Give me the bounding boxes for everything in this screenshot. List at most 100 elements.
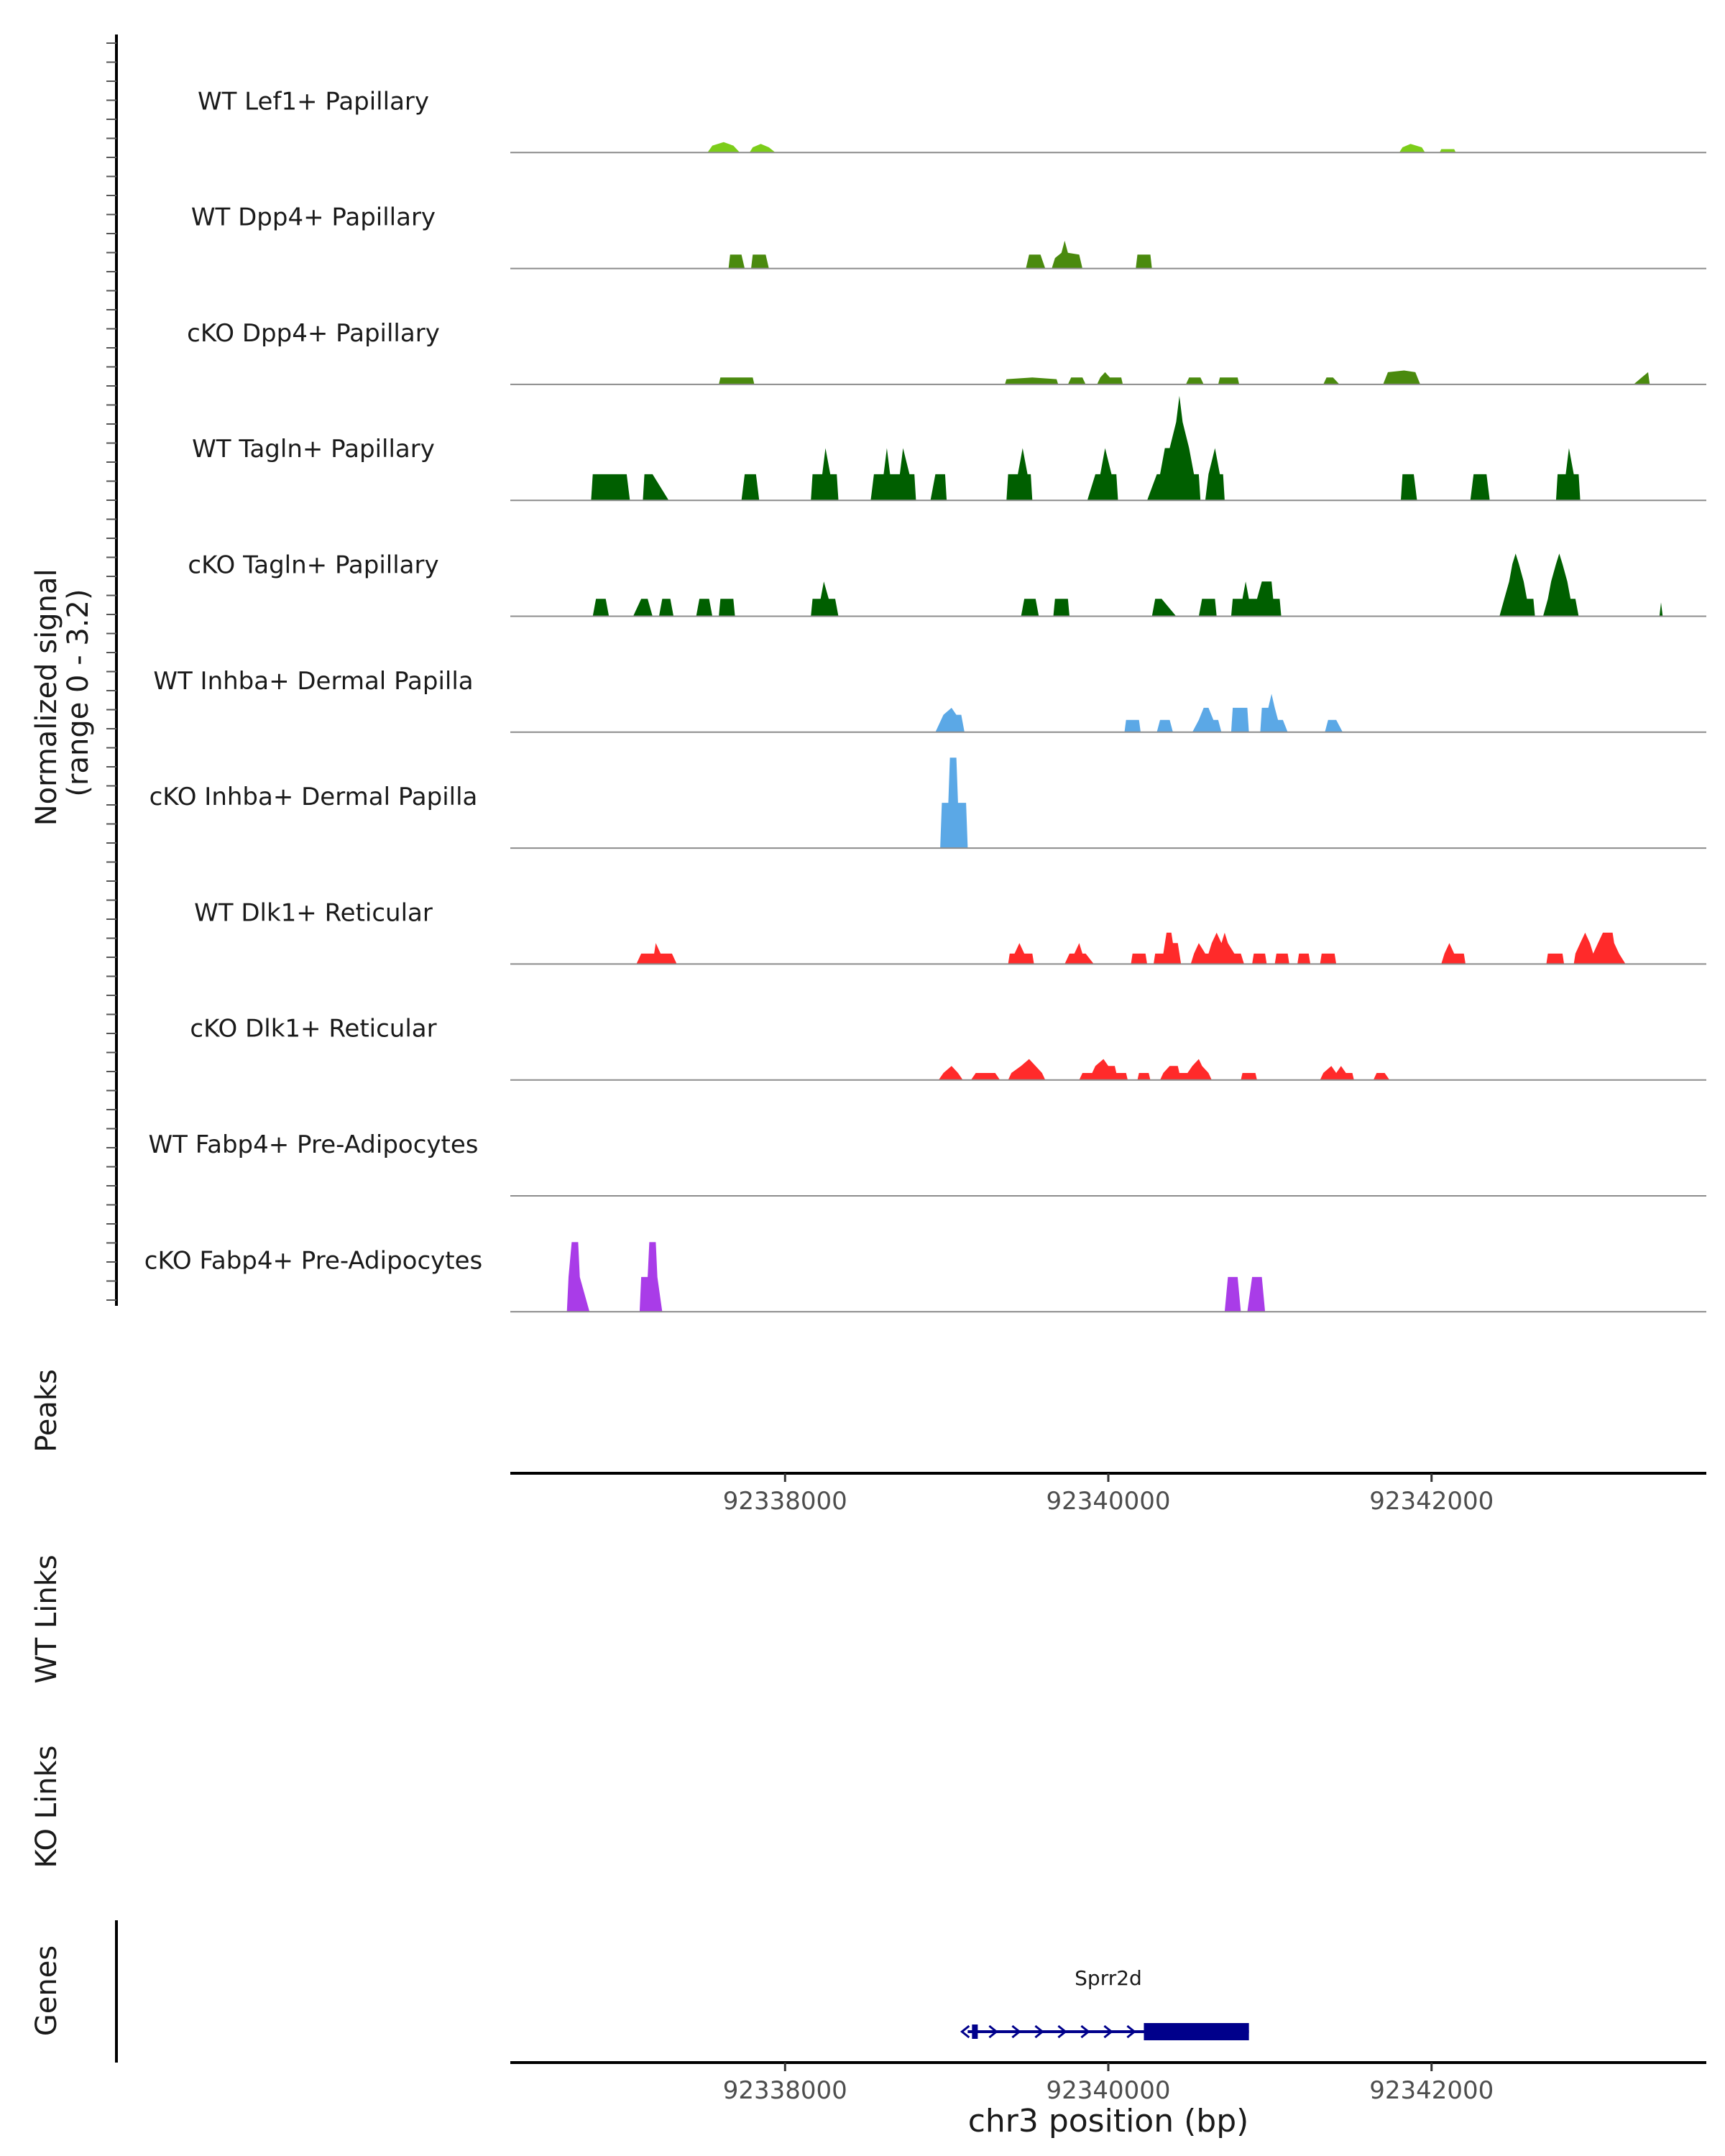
coverage-peak: [1067, 377, 1086, 384]
signal-y-ticks: [106, 42, 116, 1301]
strand-arrow: [988, 2024, 998, 2039]
gene-models: Sprr2d: [960, 1966, 1249, 2040]
genes-track-label: Genes: [30, 1945, 63, 2036]
coverage-peak: [1218, 377, 1240, 384]
coverage-peak: [1401, 474, 1417, 501]
coverage-peak: [591, 474, 630, 501]
track-label: WT Tagln+ Papillary: [192, 435, 435, 464]
signal-tracks: WT Lef1+ Papillary WT Dpp4+ Papillary cKO …: [144, 87, 1706, 1313]
strand-arrow: [1103, 2024, 1113, 2039]
coverage-peak: [1192, 707, 1222, 732]
coverage-peak: [728, 254, 745, 269]
coverage-peak: [1190, 932, 1244, 964]
coverage-peak: [1097, 372, 1123, 384]
gene-cds: [1144, 2023, 1249, 2040]
strand-arrow: [1080, 2024, 1090, 2039]
coverage-peak: [751, 254, 769, 269]
coverage-peak: [1440, 149, 1456, 153]
x-tick-label: 92338000: [723, 1487, 847, 1516]
x-tick-label: 92342000: [1369, 2076, 1494, 2105]
coverage-peak: [1064, 943, 1094, 964]
coverage-peak: [1323, 377, 1340, 384]
coverage-peak: [636, 943, 677, 964]
y-axis-label: Normalized signal (range 0 - 3.2): [30, 560, 95, 826]
y-axis-label-line2: (range 0 - 3.2): [62, 589, 95, 796]
coverage-peak: [1008, 943, 1034, 964]
track-0: WT Lef1+ Papillary: [198, 87, 1706, 154]
gene-exon: [972, 2024, 978, 2039]
coverage-peak: [1154, 932, 1182, 964]
coverage-peak: [1147, 395, 1201, 501]
track-6: cKO Inhba+ Dermal Papilla: [150, 757, 1706, 849]
coverage-peak: [870, 448, 916, 501]
coverage-peak: [1185, 377, 1204, 384]
coverage-peak: [935, 707, 965, 732]
track-2: cKO Dpp4+ Papillary: [187, 319, 1706, 385]
coverage-peak: [632, 599, 653, 617]
track-7: WT Dlk1+ Reticular: [194, 898, 1706, 965]
coverage-peak: [1274, 953, 1289, 964]
peaks-track-label: Peaks: [30, 1369, 63, 1452]
coverage-peak: [1247, 1276, 1266, 1312]
coverage-peak: [1052, 240, 1082, 269]
strand-arrow: [1011, 2024, 1021, 2039]
track-label: cKO Tagln+ Papillary: [188, 551, 438, 580]
coverage-peak: [1079, 1059, 1128, 1080]
coverage-peak: [741, 474, 760, 501]
coverage-peak: [970, 1073, 1000, 1080]
coverage-peak: [1198, 599, 1217, 617]
coverage-peak: [1224, 1276, 1241, 1312]
x-axis-label: chr3 position (bp): [968, 2103, 1249, 2139]
coverage-peak: [639, 1242, 663, 1312]
track-label: WT Lef1+ Papillary: [198, 87, 429, 116]
coverage-peak: [566, 1242, 590, 1312]
strand-arrow: [1057, 2024, 1067, 2039]
coverage-peak: [1546, 953, 1565, 964]
coverage-peak: [1131, 953, 1147, 964]
coverage-peak: [719, 377, 755, 384]
coverage-peak: [1124, 719, 1141, 732]
coverage-peak: [1499, 553, 1535, 617]
track-9: WT Fabp4+ Pre-Adipocytes: [149, 1130, 1706, 1197]
coverage-peak: [1205, 448, 1225, 501]
track-1: WT Dpp4+ Papillary: [191, 203, 1706, 270]
strand-arrow: [960, 2024, 970, 2039]
coverage-peak: [696, 599, 713, 617]
coverage-peak: [1151, 599, 1177, 617]
wt-links-track-label: WT Links: [30, 1554, 63, 1683]
coverage-peak: [1230, 707, 1249, 732]
track-4: cKO Tagln+ Papillary: [188, 551, 1706, 617]
coverage-peak: [1633, 372, 1650, 384]
coverage-peak: [1053, 599, 1070, 617]
coverage-peak: [930, 474, 947, 501]
coverage-peak: [719, 599, 735, 617]
coverage-peak: [811, 581, 839, 617]
coverage-peak: [940, 757, 968, 849]
coverage-peak: [1006, 448, 1033, 501]
coverage-peak: [1470, 474, 1490, 501]
coverage-peak: [707, 142, 740, 153]
coverage-peak: [1260, 694, 1288, 732]
x-tick-label: 92342000: [1369, 1487, 1494, 1516]
coverage-peak: [1399, 144, 1425, 153]
peaks-x-ticks: 92338000 92340000 92342000: [723, 1473, 1494, 1516]
track-5: WT Inhba+ Dermal Papilla: [153, 667, 1706, 733]
track-label: cKO Inhba+ Dermal Papilla: [150, 783, 478, 811]
track-10: cKO Fabp4+ Pre-Adipocytes: [144, 1242, 1706, 1313]
coverage-peak: [1137, 1073, 1151, 1080]
coverage-peak: [1573, 932, 1626, 964]
x-tick-label: 92338000: [723, 2076, 847, 2105]
coverage-peak: [1136, 254, 1152, 269]
coverage-peak: [938, 1066, 963, 1080]
coverage-peak: [1087, 448, 1118, 501]
coverage-peak: [1297, 953, 1311, 964]
coverage-peak: [1441, 943, 1466, 964]
coverage-peak: [1021, 599, 1039, 617]
track-label: cKO Dpp4+ Papillary: [187, 319, 440, 348]
coverage-peak: [658, 599, 674, 617]
track-8: cKO Dlk1+ Reticular: [190, 1015, 1706, 1081]
coverage-peak: [1325, 719, 1343, 732]
track-3: WT Tagln+ Papillary: [192, 395, 1706, 502]
track-label: WT Dlk1+ Reticular: [194, 898, 433, 927]
